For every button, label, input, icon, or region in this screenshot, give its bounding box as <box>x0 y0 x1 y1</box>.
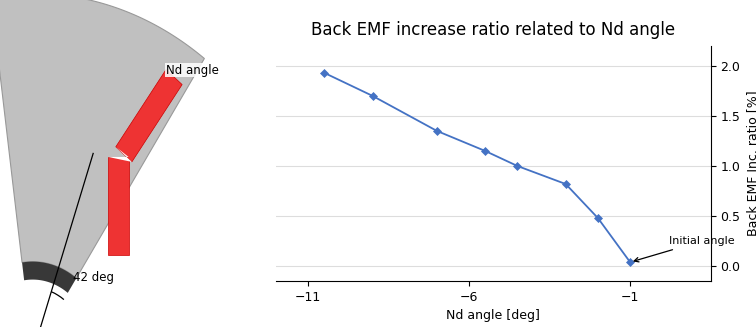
Text: Nd angle: Nd angle <box>166 64 218 77</box>
Text: 42 deg: 42 deg <box>73 271 114 284</box>
Text: Initial angle: Initial angle <box>634 236 734 262</box>
Y-axis label: Back EMF Inc. ratio [%]: Back EMF Inc. ratio [%] <box>746 91 756 236</box>
Polygon shape <box>108 147 132 162</box>
Polygon shape <box>116 70 182 162</box>
Polygon shape <box>0 0 204 278</box>
Polygon shape <box>108 157 129 255</box>
Title: Back EMF increase ratio related to Nd angle: Back EMF increase ratio related to Nd an… <box>311 21 675 39</box>
X-axis label: Nd angle [deg]: Nd angle [deg] <box>446 309 541 322</box>
Polygon shape <box>22 262 76 293</box>
